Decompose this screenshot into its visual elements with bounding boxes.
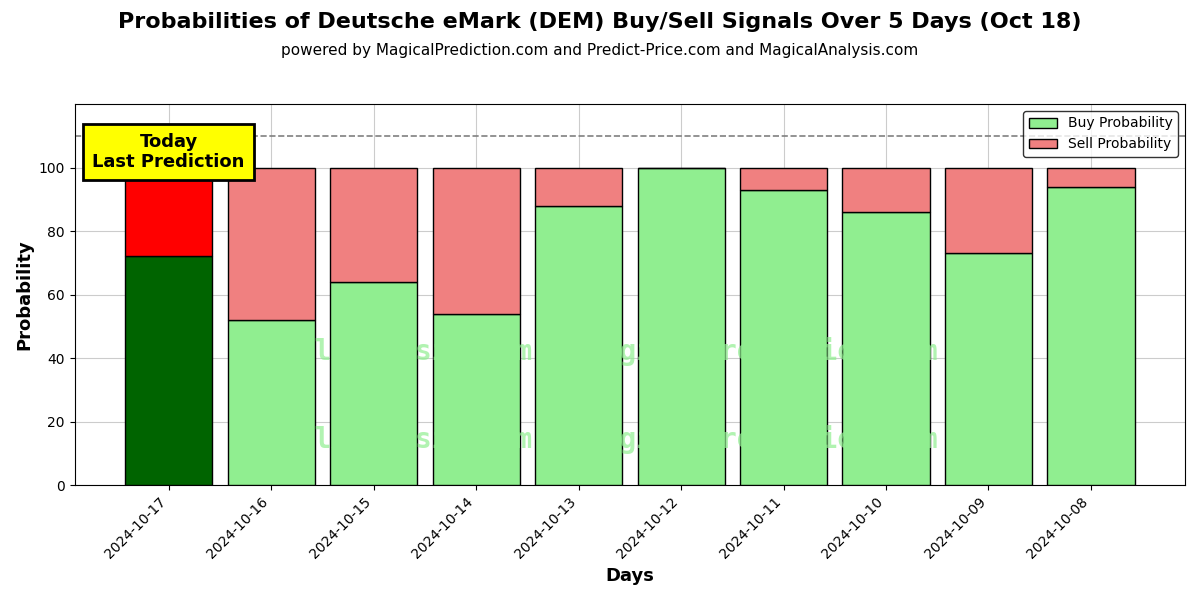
Text: Probabilities of Deutsche eMark (DEM) Buy/Sell Signals Over 5 Days (Oct 18): Probabilities of Deutsche eMark (DEM) Bu… [119, 12, 1081, 32]
Text: MagicalPrediction.com: MagicalPrediction.com [587, 425, 938, 454]
Bar [125, 167, 212, 256]
Y-axis label: Probability: Probability [16, 239, 34, 350]
Bar [842, 167, 930, 212]
Bar [432, 167, 520, 314]
Legend: Buy Probability, Sell Probability: Buy Probability, Sell Probability [1024, 111, 1178, 157]
Text: MagicalPrediction.com: MagicalPrediction.com [587, 337, 938, 366]
Bar [535, 167, 622, 206]
Bar [330, 282, 418, 485]
Bar [1048, 187, 1134, 485]
Text: calAnalysis.com: calAnalysis.com [282, 425, 533, 454]
X-axis label: Days: Days [605, 567, 654, 585]
Bar [740, 190, 827, 485]
Bar [637, 167, 725, 485]
Bar [125, 256, 212, 485]
Bar [535, 206, 622, 485]
Text: Today
Last Prediction: Today Last Prediction [92, 133, 245, 172]
Text: calAnalysis.com: calAnalysis.com [282, 337, 533, 366]
Bar [944, 253, 1032, 485]
Bar [740, 167, 827, 190]
Bar [1048, 167, 1134, 187]
Bar [228, 167, 314, 320]
Bar [944, 167, 1032, 253]
Bar [432, 314, 520, 485]
Bar [842, 212, 930, 485]
Text: powered by MagicalPrediction.com and Predict-Price.com and MagicalAnalysis.com: powered by MagicalPrediction.com and Pre… [281, 43, 919, 58]
Bar [330, 167, 418, 282]
Bar [228, 320, 314, 485]
